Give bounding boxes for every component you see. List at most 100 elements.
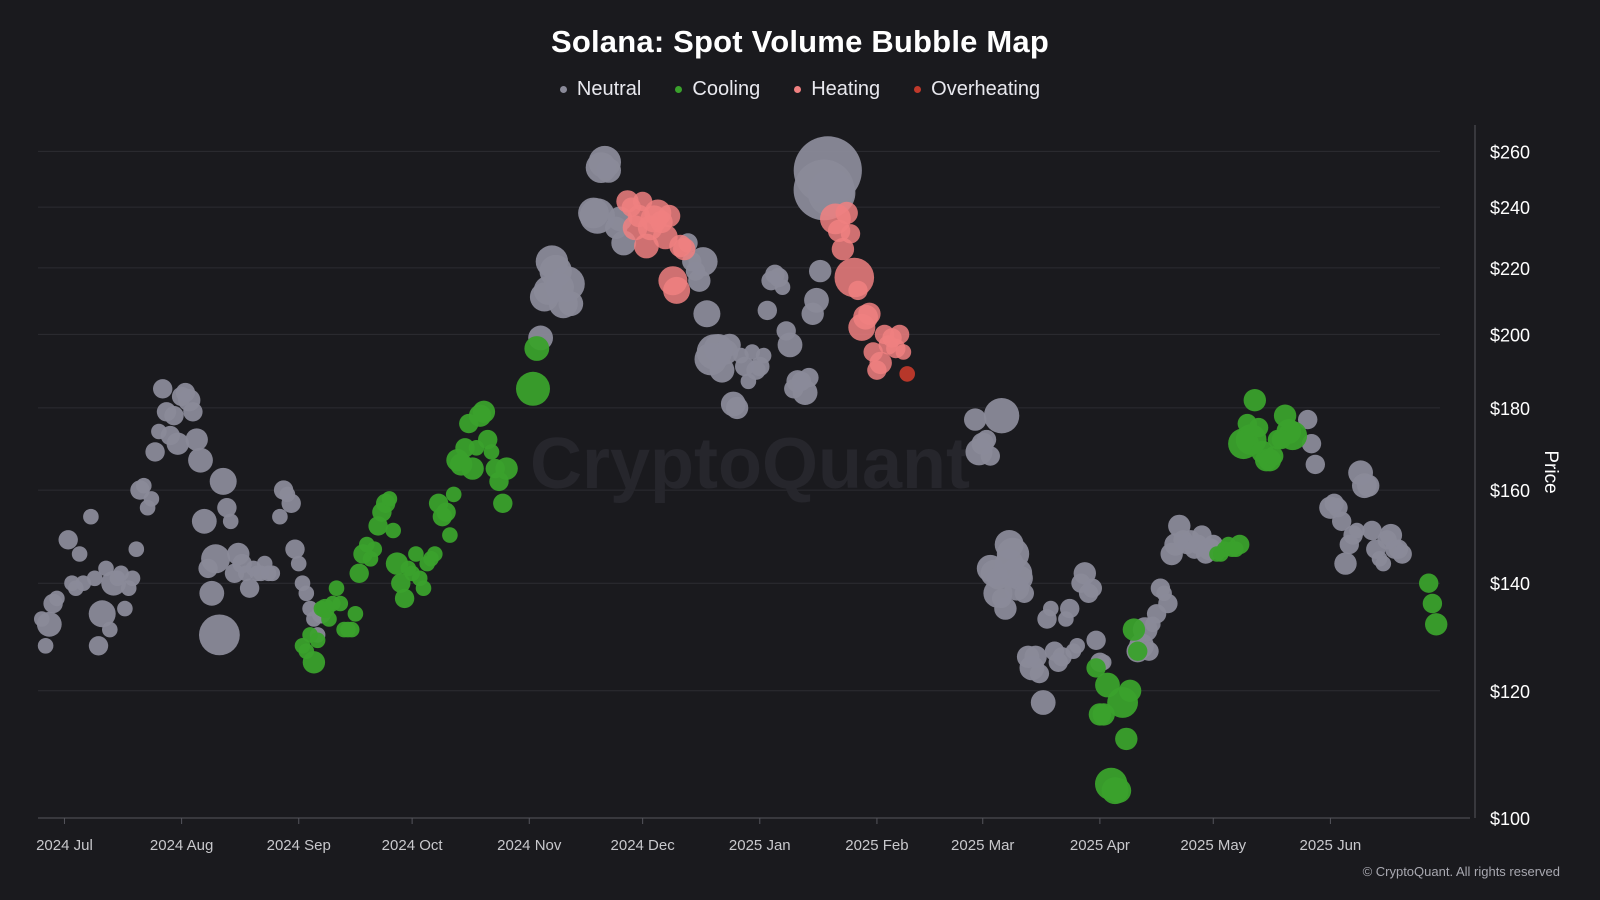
bubble-neutral bbox=[1082, 578, 1103, 598]
bubble-heating bbox=[895, 344, 912, 360]
bubble-neutral bbox=[991, 588, 1012, 609]
y-tick-label: $200 bbox=[1490, 325, 1530, 345]
bubble-neutral bbox=[88, 600, 116, 628]
bubble-cooling bbox=[459, 413, 479, 434]
x-tick-label: 2025 Mar bbox=[951, 837, 1014, 854]
x-tick-label: 2025 Apr bbox=[1070, 837, 1130, 854]
bubble-neutral bbox=[976, 429, 997, 450]
neutral-dot-icon bbox=[559, 86, 567, 93]
x-tick-label: 2025 Jan bbox=[729, 837, 791, 854]
bubble-neutral bbox=[222, 513, 239, 530]
bubble-heating bbox=[835, 201, 858, 225]
bubble-cooling bbox=[455, 438, 475, 458]
bubble-neutral bbox=[774, 279, 791, 296]
legend-item-heating[interactable]: Heating bbox=[786, 78, 888, 101]
bubble-neutral bbox=[755, 347, 772, 364]
bubbles bbox=[34, 136, 1448, 805]
bubble-cooling bbox=[385, 522, 402, 539]
bubble-neutral bbox=[98, 560, 114, 577]
bubble-cooling bbox=[427, 546, 443, 562]
x-tick-label: 2025 May bbox=[1180, 837, 1246, 854]
bubble-cooling bbox=[1243, 389, 1267, 412]
bubble-neutral bbox=[964, 408, 987, 431]
bubble-cooling bbox=[1425, 613, 1448, 636]
bubble-heating bbox=[657, 204, 681, 228]
bubble-neutral bbox=[1298, 409, 1318, 430]
bubble-neutral bbox=[143, 491, 160, 507]
bubble-heating bbox=[863, 342, 883, 362]
bubble-cooling bbox=[1228, 541, 1244, 557]
bubble-neutral bbox=[558, 291, 584, 317]
bubble-neutral bbox=[685, 261, 706, 281]
bubble-neutral bbox=[1357, 474, 1380, 497]
legend-item-neutral[interactable]: Neutral bbox=[552, 78, 649, 101]
gridlines bbox=[38, 150, 1440, 692]
x-tick-label: 2024 Sep bbox=[267, 837, 331, 854]
y-tick-label: $180 bbox=[1490, 399, 1530, 419]
bubble-neutral bbox=[1375, 555, 1392, 572]
bubble-neutral bbox=[983, 398, 1020, 434]
bubble-neutral bbox=[1069, 638, 1085, 654]
x-tick-label: 2025 Jun bbox=[1300, 837, 1362, 854]
bubble-neutral bbox=[145, 442, 165, 462]
bubble-neutral bbox=[986, 567, 1010, 590]
bubble-neutral bbox=[71, 546, 88, 562]
bubble-heating bbox=[867, 360, 887, 380]
bubble-cooling bbox=[381, 491, 398, 507]
bubble-neutral bbox=[124, 570, 141, 587]
y-axis-label: Price bbox=[1540, 450, 1561, 493]
bubble-neutral bbox=[185, 428, 208, 451]
bubble-neutral bbox=[136, 477, 152, 494]
bubble-neutral bbox=[1334, 552, 1357, 575]
bubble-neutral bbox=[199, 614, 240, 656]
bubble-neutral bbox=[1305, 454, 1326, 475]
bubble-neutral bbox=[1024, 645, 1047, 668]
copyright-notice: © CryptoQuant. All rights reserved bbox=[1362, 864, 1560, 879]
bubble-neutral bbox=[1392, 544, 1412, 564]
bubble-cooling bbox=[468, 440, 485, 456]
bubble-neutral bbox=[1058, 611, 1074, 627]
bubble-neutral bbox=[58, 530, 78, 550]
x-tick-label: 2025 Feb bbox=[845, 837, 908, 854]
bubble-heating bbox=[831, 237, 855, 261]
bubble-cooling bbox=[332, 595, 349, 612]
bubble-cooling bbox=[1086, 658, 1106, 678]
bubble-neutral bbox=[693, 300, 721, 328]
legend-label-cooling: Cooling bbox=[692, 78, 761, 100]
bubble-cooling bbox=[1248, 417, 1269, 438]
bubble-neutral bbox=[725, 396, 749, 420]
bubble-cooling bbox=[493, 493, 513, 513]
bubble-cooling bbox=[445, 486, 462, 503]
bubble-neutral bbox=[199, 580, 225, 606]
legend-label-overheating: Overheating bbox=[931, 78, 1041, 100]
bubble-neutral bbox=[86, 570, 103, 587]
bubble-cooling bbox=[298, 643, 315, 659]
bubble-cooling bbox=[1106, 778, 1132, 803]
legend-item-cooling[interactable]: Cooling bbox=[667, 78, 768, 101]
bubble-heating bbox=[632, 191, 653, 212]
chart-title: Solana: Spot Volume Bubble Map bbox=[550, 24, 1049, 59]
bubble-cooling bbox=[1273, 404, 1297, 427]
bubble-neutral bbox=[239, 578, 260, 598]
axes: $100 $120 $140 $160 $180 $200 $220 $240 $260 2024… bbox=[36, 125, 1530, 854]
bubble-neutral bbox=[1086, 630, 1106, 650]
bubble-cooling bbox=[1128, 641, 1148, 661]
x-tick-label: 2024 Aug bbox=[150, 837, 213, 854]
legend-label-heating: Heating bbox=[811, 78, 881, 100]
bubble-neutral bbox=[994, 530, 1024, 559]
bubble-cooling bbox=[1092, 703, 1115, 726]
y-tick-label: $220 bbox=[1490, 259, 1530, 279]
x-tick-label: 2024 Jul bbox=[36, 837, 93, 854]
bubble-neutral bbox=[801, 302, 824, 325]
legend-item-overheating[interactable]: Overheating bbox=[906, 78, 1048, 101]
bubble-cooling bbox=[394, 588, 415, 609]
bubble-neutral bbox=[151, 423, 167, 440]
bubble-neutral bbox=[209, 467, 237, 495]
bubble-cooling bbox=[483, 444, 500, 460]
bubble-neutral bbox=[980, 446, 1000, 466]
bubble-cooling bbox=[1419, 573, 1439, 593]
bubble-neutral bbox=[1014, 583, 1034, 603]
bubble-neutral bbox=[117, 600, 133, 617]
bubble-neutral bbox=[102, 621, 118, 638]
